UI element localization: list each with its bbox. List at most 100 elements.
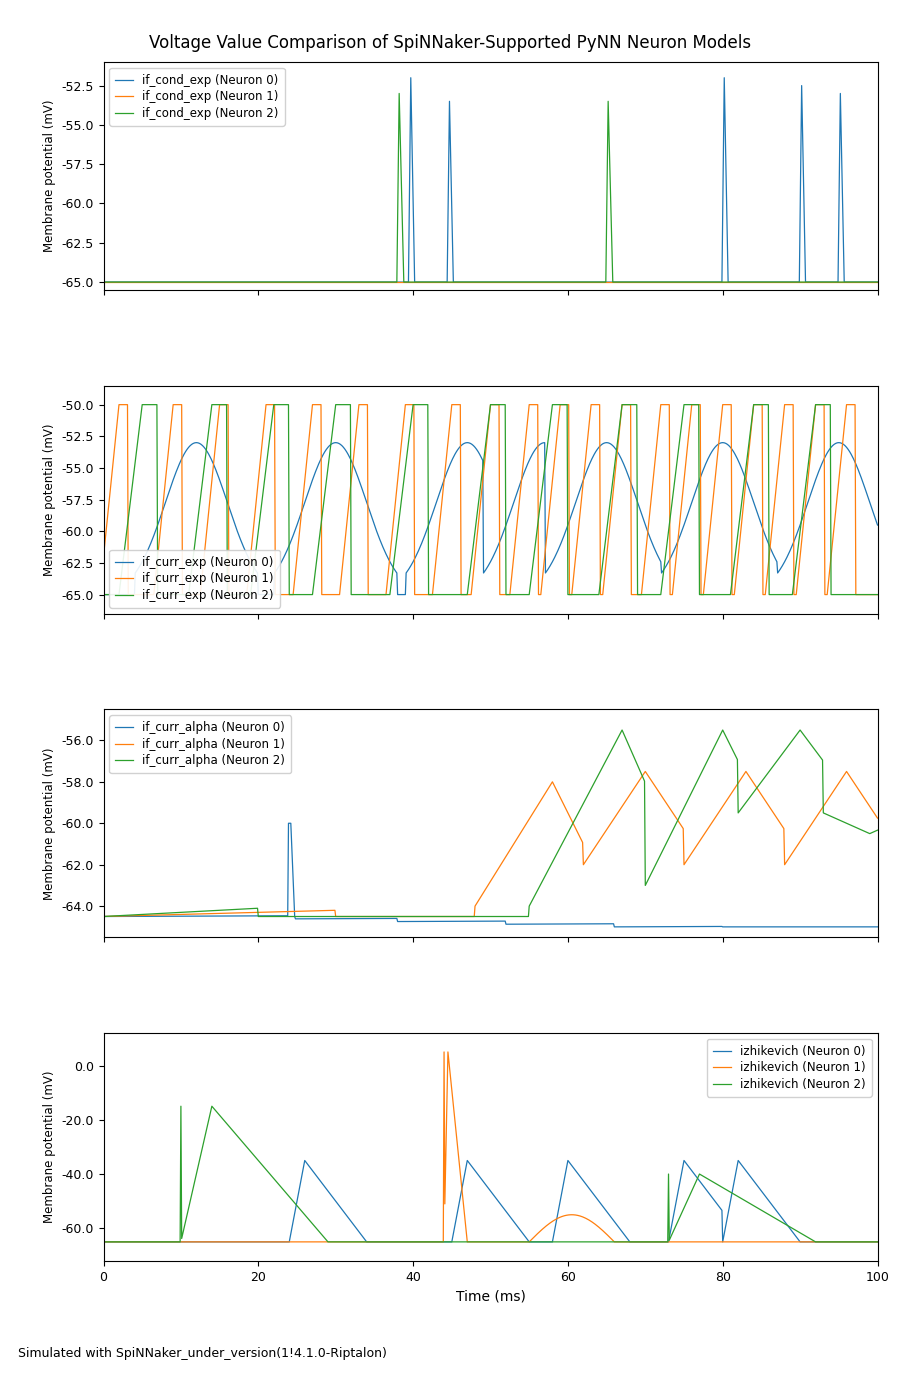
if_curr_exp (Neuron 1) xyxy=(98,548,109,565)
if_curr_exp (Neuron 2) xyxy=(872,586,883,602)
izhikevich (Neuron 1) xyxy=(731,1233,742,1250)
if_curr_alpha (Neuron 2) xyxy=(835,812,846,828)
if_curr_alpha (Neuron 0) xyxy=(609,919,620,936)
Y-axis label: Membrane potential (mV): Membrane potential (mV) xyxy=(42,747,56,900)
izhikevich (Neuron 1) xyxy=(702,1233,713,1250)
Line: izhikevich (Neuron 2): izhikevich (Neuron 2) xyxy=(104,1107,878,1242)
izhikevich (Neuron 2) xyxy=(256,1156,266,1173)
izhikevich (Neuron 1) xyxy=(783,1233,794,1250)
izhikevich (Neuron 0) xyxy=(872,1233,883,1250)
if_cond_exp (Neuron 2) xyxy=(702,274,713,291)
Y-axis label: Membrane potential (mV): Membrane potential (mV) xyxy=(42,99,56,252)
Line: if_curr_alpha (Neuron 0): if_curr_alpha (Neuron 0) xyxy=(104,823,878,927)
izhikevich (Neuron 0) xyxy=(702,1182,713,1199)
if_curr_exp (Neuron 1) xyxy=(147,586,158,602)
if_curr_alpha (Neuron 1) xyxy=(783,850,794,867)
izhikevich (Neuron 0) xyxy=(256,1233,266,1250)
if_cond_exp (Neuron 0) xyxy=(835,85,846,102)
Line: if_curr_alpha (Neuron 1): if_curr_alpha (Neuron 1) xyxy=(104,772,878,916)
if_curr_alpha (Neuron 2) xyxy=(783,737,794,754)
if_curr_alpha (Neuron 0) xyxy=(145,908,156,925)
if_curr_alpha (Neuron 1) xyxy=(145,907,156,923)
if_curr_exp (Neuron 2) xyxy=(98,586,109,602)
izhikevich (Neuron 0) xyxy=(98,1233,109,1250)
Line: if_cond_exp (Neuron 2): if_cond_exp (Neuron 2) xyxy=(104,94,878,282)
izhikevich (Neuron 2) xyxy=(835,1233,846,1250)
if_curr_alpha (Neuron 2) xyxy=(98,908,109,925)
if_cond_exp (Neuron 1) xyxy=(256,274,266,291)
Text: Voltage Value Comparison of SpiNNaker-Supported PyNN Neuron Models: Voltage Value Comparison of SpiNNaker-Su… xyxy=(148,34,751,52)
if_curr_alpha (Neuron 2) xyxy=(145,905,156,922)
if_cond_exp (Neuron 2) xyxy=(256,274,266,291)
if_curr_exp (Neuron 0) xyxy=(783,546,794,562)
if_curr_alpha (Neuron 1) xyxy=(872,810,883,827)
Y-axis label: Membrane potential (mV): Membrane potential (mV) xyxy=(43,1071,56,1224)
izhikevich (Neuron 1) xyxy=(835,1233,846,1250)
if_cond_exp (Neuron 1) xyxy=(701,274,712,291)
if_curr_alpha (Neuron 2) xyxy=(256,908,266,925)
if_curr_exp (Neuron 0) xyxy=(145,535,156,551)
if_curr_exp (Neuron 1) xyxy=(784,397,795,413)
if_curr_alpha (Neuron 0) xyxy=(836,919,847,936)
Line: if_curr_exp (Neuron 1): if_curr_exp (Neuron 1) xyxy=(104,405,878,594)
izhikevich (Neuron 0) xyxy=(145,1233,156,1250)
izhikevich (Neuron 0) xyxy=(783,1218,794,1235)
if_curr_exp (Neuron 1) xyxy=(123,586,134,602)
Line: if_curr_alpha (Neuron 2): if_curr_alpha (Neuron 2) xyxy=(104,730,878,916)
izhikevich (Neuron 1) xyxy=(256,1233,266,1250)
izhikevich (Neuron 0) xyxy=(835,1233,846,1250)
Legend: izhikevich (Neuron 0), izhikevich (Neuron 1), izhikevich (Neuron 2): izhikevich (Neuron 0), izhikevich (Neuro… xyxy=(707,1039,871,1097)
if_curr_exp (Neuron 2) xyxy=(702,586,713,602)
izhikevich (Neuron 1) xyxy=(438,1043,449,1060)
if_curr_alpha (Neuron 1) xyxy=(731,779,742,795)
if_curr_exp (Neuron 2) xyxy=(146,397,157,413)
if_curr_exp (Neuron 0) xyxy=(872,517,883,533)
if_cond_exp (Neuron 1) xyxy=(98,274,109,291)
if_curr_exp (Neuron 0) xyxy=(702,452,713,469)
Line: if_curr_exp (Neuron 2): if_curr_exp (Neuron 2) xyxy=(104,405,878,594)
izhikevich (Neuron 0) xyxy=(731,1164,742,1181)
if_curr_exp (Neuron 2) xyxy=(731,542,742,558)
if_cond_exp (Neuron 1) xyxy=(782,274,793,291)
if_curr_alpha (Neuron 1) xyxy=(98,908,109,925)
Legend: if_curr_exp (Neuron 0), if_curr_exp (Neuron 1), if_curr_exp (Neuron 2): if_curr_exp (Neuron 0), if_curr_exp (Neu… xyxy=(110,550,280,608)
if_curr_exp (Neuron 2) xyxy=(137,397,148,413)
if_curr_alpha (Neuron 0) xyxy=(256,908,266,925)
if_curr_exp (Neuron 1) xyxy=(703,540,714,557)
Line: izhikevich (Neuron 1): izhikevich (Neuron 1) xyxy=(104,1051,878,1242)
if_cond_exp (Neuron 1) xyxy=(834,274,845,291)
if_curr_exp (Neuron 1) xyxy=(872,586,883,602)
if_curr_exp (Neuron 1) xyxy=(731,564,742,580)
if_curr_alpha (Neuron 0) xyxy=(872,919,883,936)
if_curr_alpha (Neuron 0) xyxy=(284,814,294,831)
izhikevich (Neuron 2) xyxy=(98,1233,109,1250)
izhikevich (Neuron 2) xyxy=(783,1218,794,1235)
if_curr_alpha (Neuron 0) xyxy=(784,919,795,936)
if_curr_exp (Neuron 1) xyxy=(836,449,847,466)
Legend: if_cond_exp (Neuron 0), if_cond_exp (Neuron 1), if_cond_exp (Neuron 2): if_cond_exp (Neuron 0), if_cond_exp (Neu… xyxy=(110,68,284,125)
if_curr_alpha (Neuron 1) xyxy=(835,773,846,790)
if_curr_exp (Neuron 1) xyxy=(256,434,267,451)
if_curr_exp (Neuron 0) xyxy=(256,586,266,602)
izhikevich (Neuron 0) xyxy=(300,1152,310,1169)
if_cond_exp (Neuron 1) xyxy=(730,274,741,291)
if_curr_alpha (Neuron 1) xyxy=(640,763,651,780)
izhikevich (Neuron 2) xyxy=(872,1233,883,1250)
if_cond_exp (Neuron 0) xyxy=(145,274,156,291)
if_cond_exp (Neuron 2) xyxy=(783,274,794,291)
if_cond_exp (Neuron 2) xyxy=(872,274,883,291)
if_curr_exp (Neuron 0) xyxy=(191,434,202,451)
izhikevich (Neuron 2) xyxy=(176,1098,186,1115)
Text: Simulated with SpiNNaker_under_version(1!4.1.0-Riptalon): Simulated with SpiNNaker_under_version(1… xyxy=(18,1348,387,1360)
if_curr_exp (Neuron 2) xyxy=(783,586,794,602)
if_curr_alpha (Neuron 2) xyxy=(731,748,742,765)
Line: if_cond_exp (Neuron 0): if_cond_exp (Neuron 0) xyxy=(104,77,878,282)
if_curr_alpha (Neuron 1) xyxy=(702,821,713,838)
if_cond_exp (Neuron 0) xyxy=(783,274,794,291)
if_curr_exp (Neuron 0) xyxy=(98,586,109,602)
Line: izhikevich (Neuron 0): izhikevich (Neuron 0) xyxy=(104,1160,878,1242)
izhikevich (Neuron 1) xyxy=(145,1233,156,1250)
Y-axis label: Membrane potential (mV): Membrane potential (mV) xyxy=(42,423,56,576)
if_cond_exp (Neuron 1) xyxy=(872,274,883,291)
izhikevich (Neuron 2) xyxy=(145,1233,156,1250)
